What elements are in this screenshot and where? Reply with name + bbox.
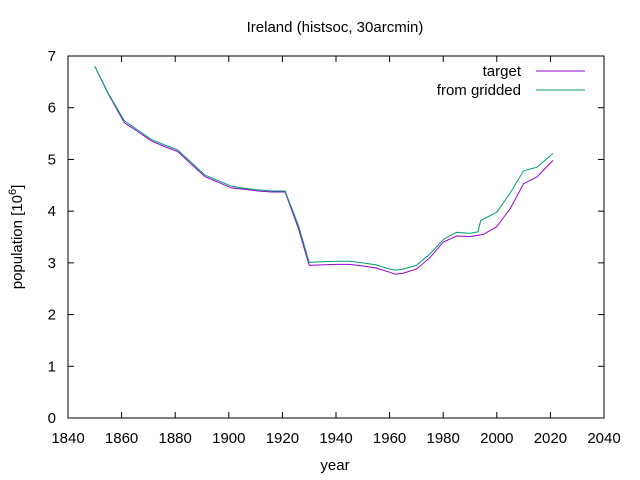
y-tick-label: 1: [48, 358, 56, 375]
y-tick-label: 3: [48, 255, 56, 272]
x-tick-label: 1900: [212, 430, 245, 447]
y-tick-label: 2: [48, 307, 56, 324]
x-tick-label: 1880: [159, 430, 192, 447]
x-tick-label: 1840: [51, 430, 84, 447]
y-axis-label-end: ]: [9, 185, 26, 189]
y-tick-label: 4: [48, 203, 56, 220]
x-tick-label: 2040: [587, 430, 620, 447]
legend-label-from-gridded: from gridded: [437, 82, 521, 99]
y-tick-label: 5: [48, 151, 56, 168]
x-axis-label: year: [320, 457, 349, 474]
y-axis-label: population [106]: [7, 185, 26, 290]
x-tick-label: 1860: [105, 430, 138, 447]
y-axis: 0 1 2 3 4 5 6 7: [48, 48, 604, 427]
x-tick-label: 2000: [480, 430, 513, 447]
x-tick-label: 1940: [319, 430, 352, 447]
series-line-from-gridded: [94, 66, 554, 271]
y-axis-label-exponent: 6: [7, 189, 19, 195]
x-axis: 1840 1860 1880 1900 1920 1940 1960 1980 2000 2020…: [51, 56, 621, 447]
y-tick-label: 7: [48, 48, 56, 65]
plot-frame: [67, 55, 605, 419]
x-tick-label: 1960: [373, 430, 406, 447]
legend: target from gridded: [437, 63, 585, 99]
series-line-target: [94, 66, 554, 275]
y-axis-label-base: population [10: [9, 195, 26, 289]
x-tick-label: 2020: [534, 430, 567, 447]
x-tick-label: 1980: [427, 430, 460, 447]
chart-title: Ireland (histsoc, 30arcmin): [247, 19, 424, 36]
legend-label-target: target: [483, 63, 522, 80]
y-tick-label: 6: [48, 100, 56, 117]
series-lines: [94, 66, 554, 275]
x-tick-label: 1920: [266, 430, 299, 447]
y-tick-label: 0: [48, 410, 56, 427]
